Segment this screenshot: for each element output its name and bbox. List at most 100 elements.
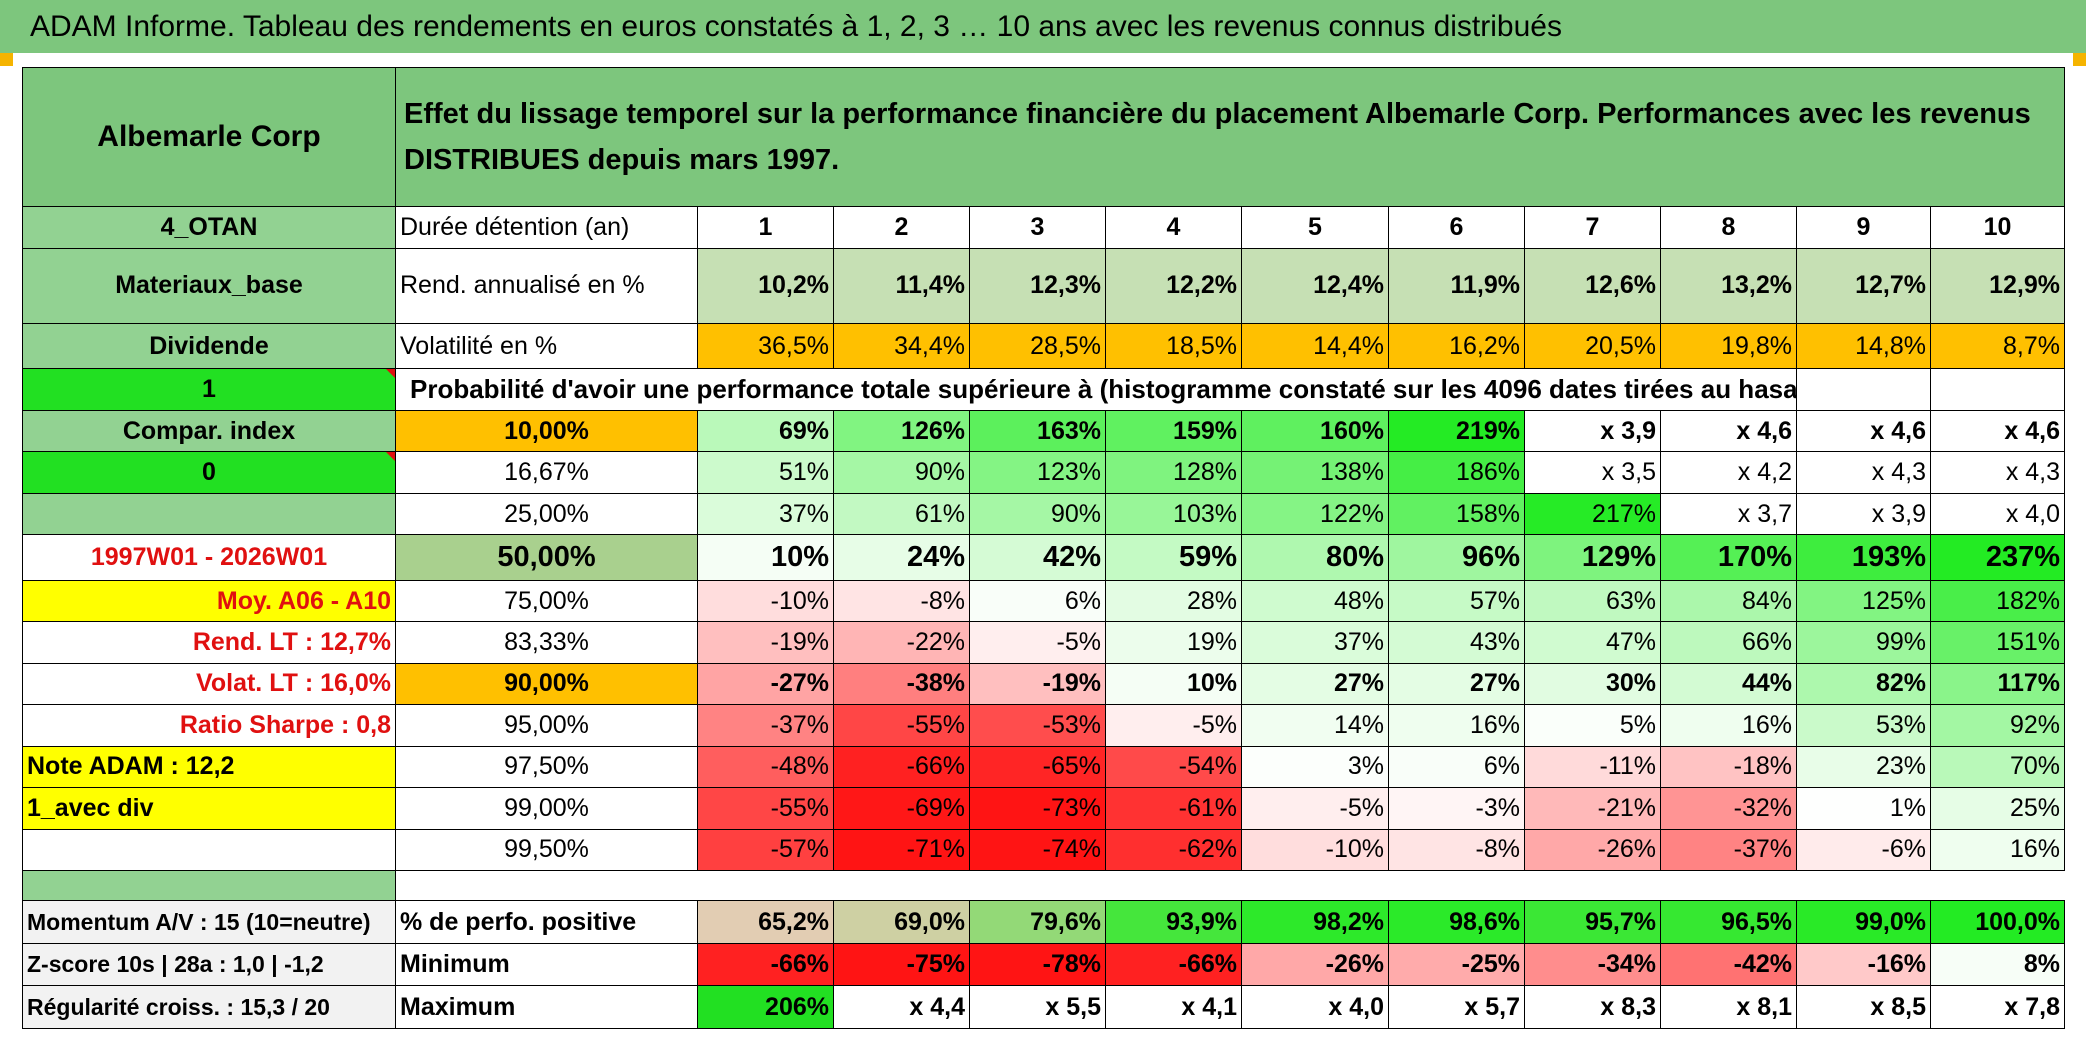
summary-value: 206% <box>697 985 834 1029</box>
summary-value: -34% <box>1524 942 1661 987</box>
probability-value: 80% <box>1241 534 1389 581</box>
rendement-value: 10,2% <box>697 248 834 324</box>
probability-value: x 4,3 <box>1796 451 1931 494</box>
regularite-label: Régularité croiss. : 15,3 / 20 <box>22 985 396 1029</box>
year-header: 7 <box>1524 205 1661 250</box>
probability-value: 170% <box>1660 534 1797 581</box>
flag-cell-0[interactable]: 0 <box>22 451 396 494</box>
probability-value: 47% <box>1524 621 1661 664</box>
probability-value: x 4,2 <box>1660 451 1797 494</box>
probability-value: 96% <box>1388 534 1525 581</box>
probability-value: 123% <box>969 451 1106 494</box>
probability-threshold: 99,50% <box>395 828 698 872</box>
probability-value: -48% <box>697 745 834 789</box>
probability-value: 30% <box>1524 662 1661 706</box>
probability-value: -10% <box>697 579 834 623</box>
rendement-value: 13,2% <box>1660 248 1797 324</box>
year-header: 6 <box>1388 205 1525 250</box>
summary-value: x 5,5 <box>969 985 1106 1029</box>
description: Effet du lissage temporel sur la perform… <box>394 67 2066 207</box>
probability-value: 138% <box>1241 451 1389 494</box>
corner-marker <box>0 53 13 66</box>
probability-value: -37% <box>697 704 834 747</box>
rendement-value: 12,7% <box>1796 248 1931 324</box>
probability-value: 6% <box>1388 745 1525 789</box>
probability-threshold: 95,00% <box>395 704 698 747</box>
rendement-value: 11,4% <box>833 248 970 324</box>
summary-value: -26% <box>1241 942 1389 987</box>
probability-value: 90% <box>969 492 1106 536</box>
probability-value: 117% <box>1929 662 2066 706</box>
flag-cell-1[interactable]: 1 <box>22 368 396 411</box>
rend-lt-label: Rend. LT : 12,7% <box>22 621 396 664</box>
probability-value: -11% <box>1524 745 1661 789</box>
probability-value: -57% <box>697 828 834 872</box>
probability-value: 59% <box>1105 534 1242 581</box>
spacer-cell <box>22 870 396 901</box>
volatilite-value: 18,5% <box>1105 322 1242 370</box>
summary-value: -42% <box>1660 942 1797 987</box>
probability-value: -21% <box>1524 787 1661 830</box>
rendement-value: 12,2% <box>1105 248 1242 324</box>
rendement-value: 12,6% <box>1524 248 1661 324</box>
probability-threshold: 16,67% <box>395 451 698 494</box>
probability-value: 159% <box>1105 409 1242 453</box>
probability-value: 10% <box>697 534 834 581</box>
probability-threshold: 99,00% <box>395 787 698 830</box>
summary-label: Minimum <box>395 942 698 987</box>
probability-value: x 4,0 <box>1929 492 2066 536</box>
probability-value: x 3,9 <box>1524 409 1661 453</box>
probability-value: 237% <box>1929 534 2066 581</box>
probability-value: 66% <box>1660 621 1797 664</box>
probability-value: -61% <box>1105 787 1242 830</box>
probability-value: -5% <box>1105 704 1242 747</box>
probability-value: 158% <box>1388 492 1525 536</box>
year-header: 9 <box>1796 205 1931 250</box>
probability-value: 63% <box>1524 579 1661 623</box>
sharpe-label: Ratio Sharpe : 0,8 <box>22 704 396 747</box>
probability-value: -69% <box>833 787 970 830</box>
probability-value: -74% <box>969 828 1106 872</box>
probability-value: x 3,7 <box>1660 492 1797 536</box>
probability-value: -27% <box>697 662 834 706</box>
probability-threshold: 10,00% <box>395 409 698 453</box>
probability-value: 129% <box>1524 534 1661 581</box>
probability-value: 10% <box>1105 662 1242 706</box>
probability-value: x 3,5 <box>1524 451 1661 494</box>
probability-value: -22% <box>833 621 970 664</box>
summary-value: x 4,0 <box>1241 985 1389 1029</box>
probability-value: 1% <box>1796 787 1931 830</box>
probability-value: x 4,6 <box>1660 409 1797 453</box>
rendement-value: 12,3% <box>969 248 1106 324</box>
compar-index: Compar. index <box>22 409 396 453</box>
volat-lt-label: Volat. LT : 16,0% <box>22 662 396 706</box>
probability-value: -3% <box>1388 787 1525 830</box>
probability-value: 99% <box>1796 621 1931 664</box>
moy-label: Moy. A06 - A10 <box>22 579 396 623</box>
summary-label: Maximum <box>395 985 698 1029</box>
probability-value: 51% <box>697 451 834 494</box>
empty-left-cell <box>22 492 396 536</box>
probability-value: 193% <box>1796 534 1931 581</box>
summary-value: -25% <box>1388 942 1525 987</box>
probability-value: 16% <box>1388 704 1525 747</box>
summary-label: % de perfo. positive <box>395 900 698 944</box>
volatilite-value: 19,8% <box>1660 322 1797 370</box>
probability-value: -19% <box>697 621 834 664</box>
probability-value: x 4,6 <box>1796 409 1931 453</box>
summary-value: x 5,7 <box>1388 985 1525 1029</box>
probability-threshold: 75,00% <box>395 579 698 623</box>
probability-value: -66% <box>833 745 970 789</box>
period-label: 1997W01 - 2026W01 <box>22 534 396 581</box>
probability-value: 37% <box>1241 621 1389 664</box>
probability-value: -62% <box>1105 828 1242 872</box>
summary-value: 98,2% <box>1241 900 1389 944</box>
year-header: 10 <box>1929 205 2066 250</box>
summary-value: x 4,4 <box>833 985 970 1029</box>
probability-value: 16% <box>1660 704 1797 747</box>
probability-value: 37% <box>697 492 834 536</box>
summary-value: x 7,8 <box>1929 985 2066 1029</box>
zscore-label: Z-score 10s | 28a : 1,0 | -1,2 <box>22 942 396 987</box>
probability-value: 217% <box>1524 492 1661 536</box>
probability-value: 219% <box>1388 409 1525 453</box>
